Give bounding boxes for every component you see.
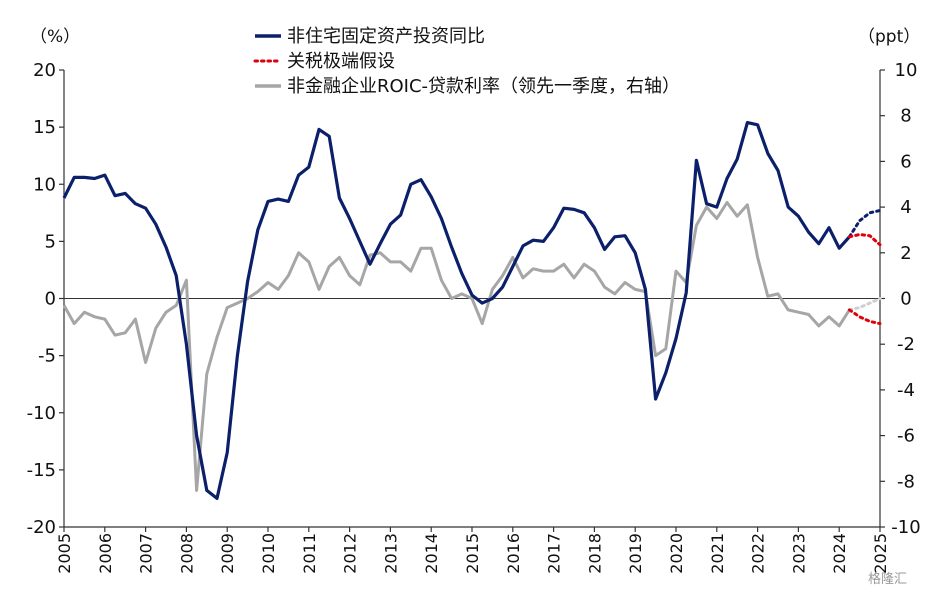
x-tick-label: 2015 <box>463 533 482 574</box>
x-tick-label: 2019 <box>626 533 645 574</box>
x-tick-label: 2011 <box>300 533 319 574</box>
left-tick-label: -15 <box>27 460 56 481</box>
investment-projection-line <box>847 209 882 239</box>
x-tick-label: 2010 <box>259 533 278 574</box>
left-tick-label: 15 <box>33 117 56 138</box>
right-tick-label: -6 <box>897 426 915 447</box>
left-tick-label: 0 <box>45 289 56 310</box>
roic-spread-projection-line <box>847 308 882 326</box>
x-axis: 2005 2006 2007 2008 2009 2010 2011 2012 2013 2014… <box>55 526 890 574</box>
left-tick-label: 5 <box>45 231 56 252</box>
x-tick-label: 2025 <box>871 533 890 574</box>
right-tick-label: -4 <box>897 380 915 401</box>
watermark-text: 格隆汇 <box>868 571 907 587</box>
left-tick-label: 10 <box>33 174 56 195</box>
x-tick-label: 2013 <box>381 533 400 574</box>
investment-projection-line <box>847 233 882 247</box>
x-tick-label: 2020 <box>667 533 686 574</box>
x-tick-label: 2012 <box>341 533 360 574</box>
x-tick-label: 2022 <box>749 533 768 574</box>
x-tick-label: 2021 <box>708 533 727 574</box>
series-layer <box>62 120 882 500</box>
right-tick-label: -8 <box>897 471 915 492</box>
x-tick-label: 2007 <box>137 533 156 574</box>
left-tick-label: 20 <box>33 60 56 81</box>
legend-label: 非金融企业ROIC-贷款利率（领先一季度，右轴） <box>287 76 680 97</box>
right-tick-label: 6 <box>900 151 911 172</box>
x-tick-label: 2014 <box>422 533 441 574</box>
right-tick-label: 8 <box>900 106 911 127</box>
right-tick-label: -2 <box>897 334 915 355</box>
legend-label: 非住宅固定资产投资同比 <box>287 26 485 47</box>
x-tick-label: 2018 <box>585 533 604 574</box>
legend-label: 关税极端假设 <box>287 51 395 72</box>
investment-line <box>62 120 851 500</box>
x-tick-label: 2023 <box>789 533 808 574</box>
right-tick-label: -10 <box>891 517 920 538</box>
x-tick-label: 2017 <box>545 533 564 574</box>
roic-spread-line <box>62 201 851 492</box>
left-axis-unit: （%） <box>30 27 80 47</box>
right-axis-unit: （ppt） <box>858 27 920 47</box>
left-tick-label: -5 <box>38 346 56 367</box>
x-tick-label: 2024 <box>830 533 849 574</box>
x-tick-label: 2009 <box>218 533 237 574</box>
right-tick-label: 4 <box>900 197 911 218</box>
x-tick-label: 2016 <box>504 533 523 574</box>
x-tick-label: 2008 <box>177 533 196 574</box>
left-tick-label: -20 <box>27 517 56 538</box>
right-tick-label: 0 <box>900 289 911 310</box>
legend: 非住宅固定资产投资同比关税极端假设非金融企业ROIC-贷款利率（领先一季度，右轴… <box>253 26 680 97</box>
right-tick-label: 2 <box>900 243 911 264</box>
x-tick-label: 2005 <box>55 533 74 574</box>
roic-spread-projection-line <box>847 297 882 312</box>
left-tick-label: -10 <box>27 403 56 424</box>
right-tick-label: 10 <box>895 60 918 81</box>
right-axis: 10 8 6 4 2 0 -2 -4 -6 -8 -10 <box>879 60 921 538</box>
x-tick-label: 2006 <box>96 533 115 574</box>
